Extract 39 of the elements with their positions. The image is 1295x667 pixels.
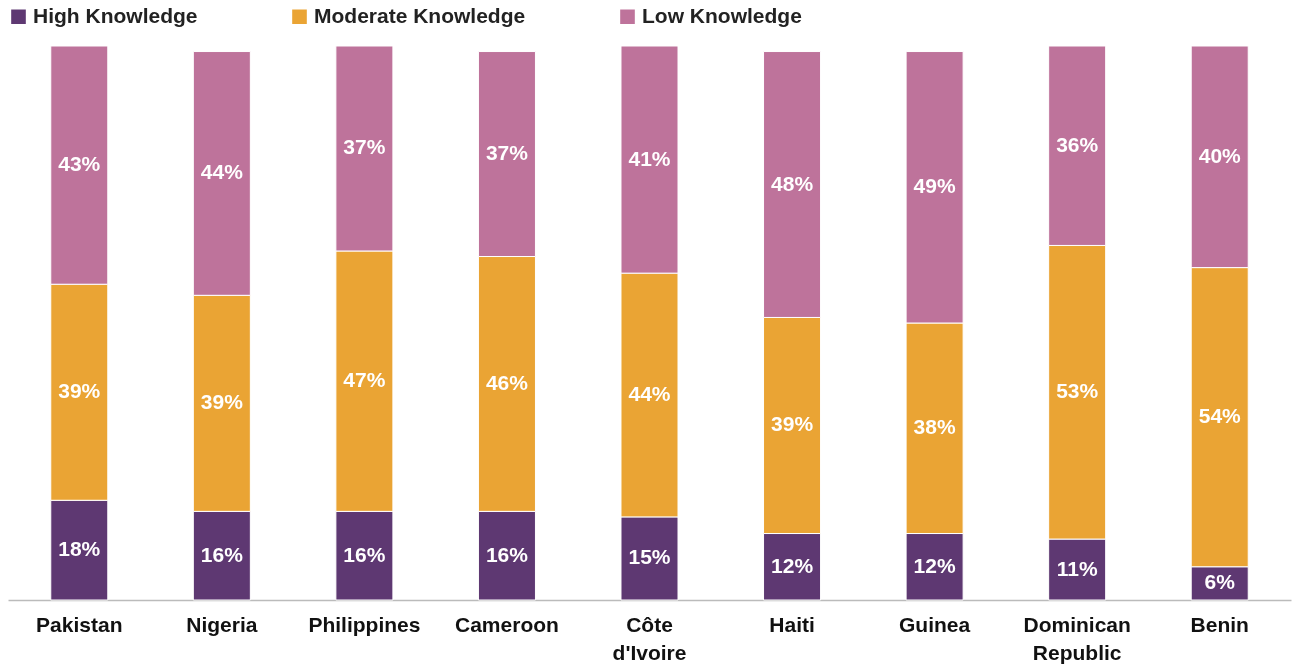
data-label: 47%	[343, 368, 386, 392]
legend-label: High Knowledge	[33, 3, 198, 27]
data-label: 39%	[58, 379, 101, 403]
data-label: 6%	[1204, 570, 1236, 594]
data-label: 38%	[913, 415, 956, 439]
data-label: 37%	[343, 135, 386, 159]
data-label: 18%	[58, 537, 101, 561]
data-label: 41%	[628, 146, 671, 170]
data-label: 48%	[771, 171, 814, 195]
x-tick-label: Côte d'Ivoire	[612, 612, 687, 664]
x-tick-label: Pakistan	[36, 612, 123, 636]
data-label: 37%	[485, 141, 529, 165]
data-label: 39%	[771, 412, 814, 436]
x-tick-label: Benin	[1190, 612, 1249, 636]
x-tick-label: Haiti	[769, 612, 815, 636]
data-label: 36%	[1056, 132, 1099, 156]
data-label: 43%	[58, 152, 101, 176]
x-tick-label: Nigeria	[186, 612, 258, 636]
data-label: 53%	[1056, 379, 1099, 403]
data-label: 39%	[200, 390, 244, 414]
data-label: 16%	[343, 542, 386, 566]
data-label: 11%	[1056, 556, 1098, 580]
data-label: 44%	[628, 382, 671, 406]
data-label: 16%	[485, 542, 529, 566]
legend-label: Moderate Knowledge	[314, 3, 526, 27]
x-tick-label: Philippines	[308, 612, 421, 636]
data-label: 16%	[200, 542, 244, 566]
x-tick-label: Guinea	[899, 612, 971, 636]
data-label: 49%	[913, 174, 956, 198]
data-label: 46%	[485, 370, 529, 394]
data-label: 12%	[913, 553, 956, 577]
x-tick-label: Cameroon	[455, 612, 559, 636]
legend-label: Low Knowledge	[642, 3, 802, 27]
data-label: 54%	[1198, 404, 1242, 428]
data-label: 40%	[1198, 143, 1242, 167]
data-label: 12%	[771, 553, 814, 577]
data-label: 15%	[628, 545, 671, 569]
data-label: 44%	[200, 160, 244, 184]
x-tick-label: Dominican Republic	[1023, 612, 1131, 664]
